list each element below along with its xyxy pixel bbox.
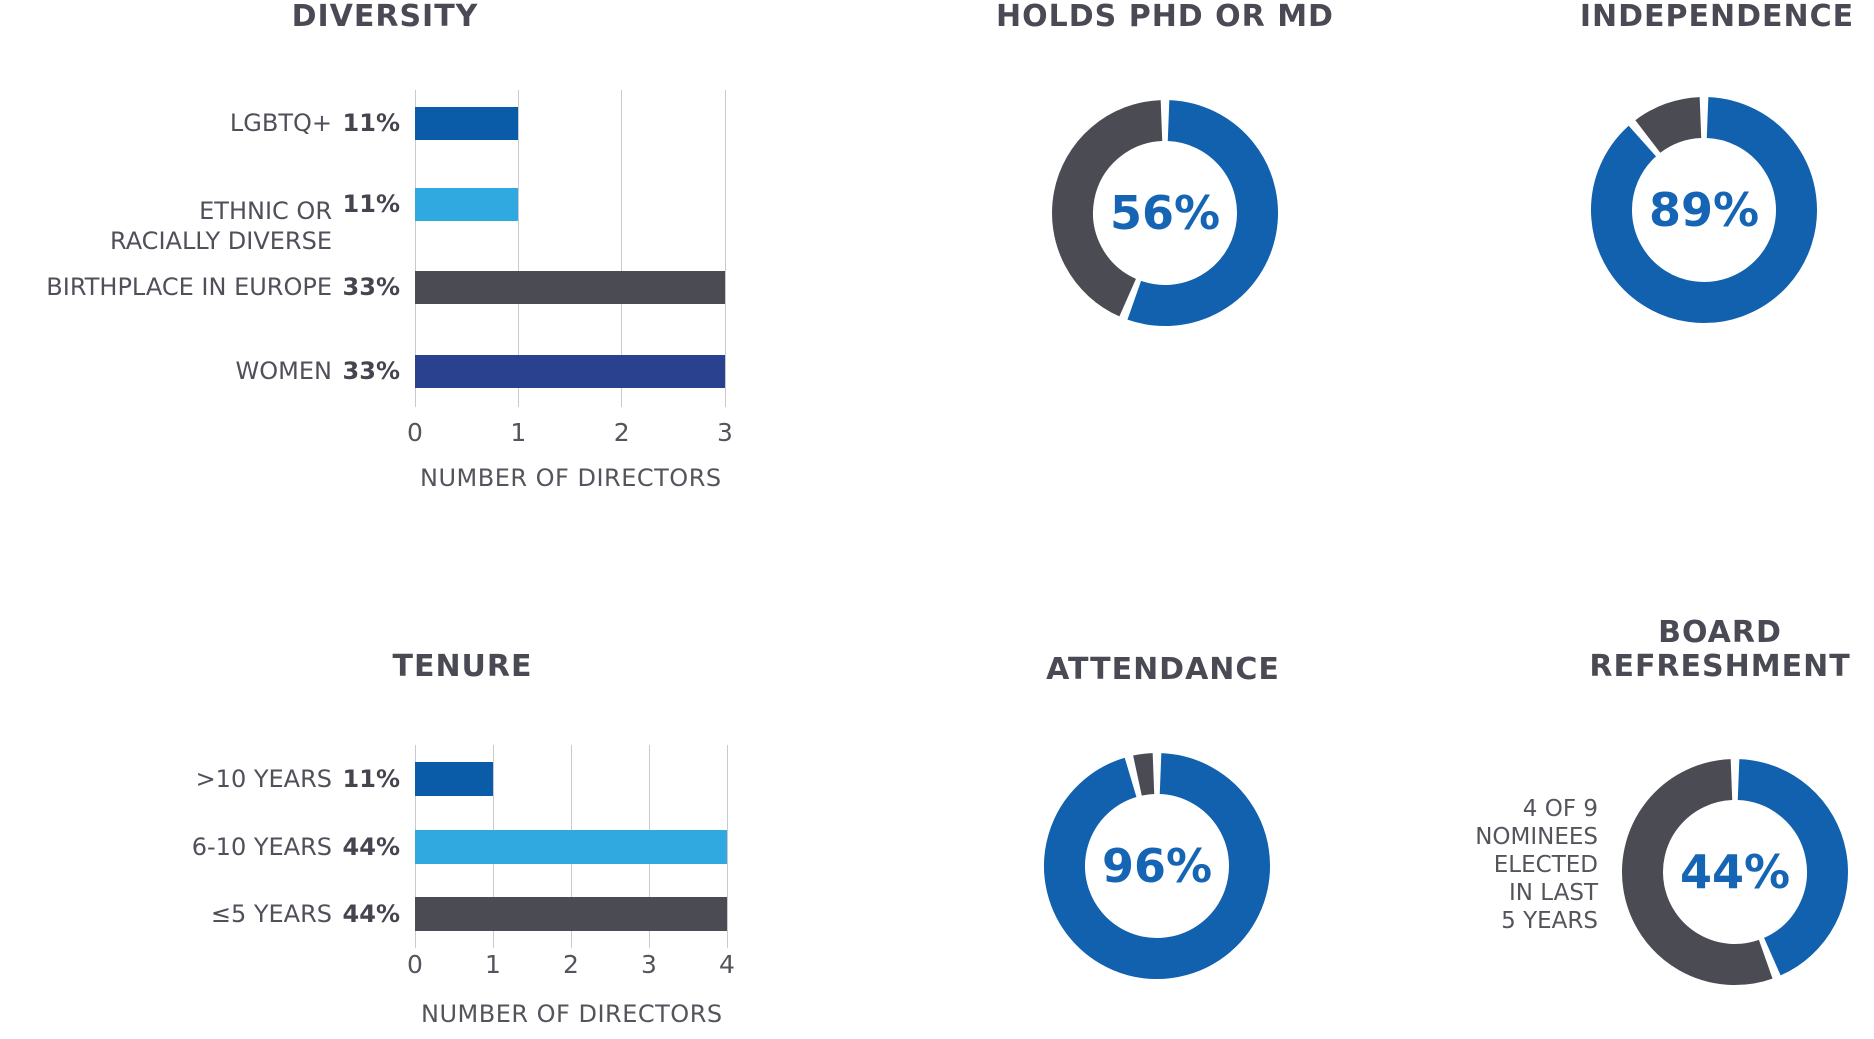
category-label: ETHNIC OR RACIALLY DIVERSE	[0, 196, 332, 256]
category-label: ≤5 YEARS	[0, 897, 332, 931]
attendance-donut	[1041, 750, 1273, 982]
value-percentage-label: 33%	[342, 273, 400, 301]
annotation-line-5: 5 YEARS	[1501, 908, 1598, 934]
donut-ring	[1622, 759, 1848, 985]
diversity-x-axis-title: NUMBER OF DIRECTORS	[420, 464, 722, 492]
tenure-x-axis-title: NUMBER OF DIRECTORS	[421, 1000, 723, 1028]
category-label: 6-10 YEARS	[0, 830, 332, 864]
donut-segment-filled	[1591, 97, 1817, 323]
category-label-line: ETHNIC OR	[199, 197, 332, 225]
independence-percentage: 89%	[1648, 183, 1760, 237]
gridline	[570, 745, 572, 948]
annotation-line-3: ELECTED	[1493, 852, 1598, 878]
category-label-line: RACIALLY DIVERSE	[109, 227, 332, 255]
x-axis-tick-label: 1	[485, 950, 501, 979]
category-label-line: BIRTHPLACE IN EUROPE	[46, 273, 332, 301]
donut-segment-remainder	[1133, 753, 1155, 796]
board-refreshment-donut	[1619, 756, 1851, 988]
x-axis-tick-label: 0	[407, 950, 423, 979]
attendance-percentage: 96%	[1101, 839, 1213, 893]
annotation-line-4: IN LAST	[1508, 880, 1598, 906]
x-axis-tick-label: 4	[719, 950, 735, 979]
donut-segment-filled	[1044, 753, 1270, 979]
value-percentage-label: 44%	[342, 833, 400, 861]
value-percentage-label: 33%	[342, 357, 400, 385]
category-label: >10 YEARS	[0, 762, 332, 796]
tenure-chart-title: TENURE	[392, 649, 533, 684]
value-percentage-label: 11%	[342, 765, 400, 793]
donut-ring	[1052, 100, 1278, 326]
category-label: WOMEN	[0, 355, 332, 388]
bar	[415, 897, 727, 931]
category-label-line: ≤5 YEARS	[210, 900, 332, 928]
x-axis-tick-label: 3	[641, 950, 657, 979]
board-refreshment-percentage: 44%	[1679, 845, 1791, 899]
gridline	[414, 90, 416, 407]
category-label-line: >10 YEARS	[195, 765, 332, 793]
attendance-chart-title: ATTENDANCE	[1046, 652, 1280, 687]
category-label-line: 6-10 YEARS	[191, 833, 332, 861]
board-refreshment-title-line-2: REFRESHMENT	[1589, 649, 1851, 684]
phd-md-chart-title: HOLDS PHD OR MD	[996, 0, 1334, 34]
x-axis-tick-label: 0	[407, 418, 423, 447]
value-percentage-label: 11%	[342, 190, 400, 218]
independence-donut	[1588, 94, 1820, 326]
category-label-line: WOMEN	[235, 357, 332, 385]
gridline	[414, 745, 416, 948]
donut-segment-filled	[1127, 100, 1278, 326]
board-refreshment-annotation: 4 OF 9 NOMINEES ELECTED IN LAST 5 YEARS	[1378, 795, 1598, 935]
gridline	[726, 745, 728, 948]
gridline	[648, 745, 650, 948]
gridline	[492, 745, 494, 948]
x-axis-tick-label: 3	[717, 418, 733, 447]
category-label: BIRTHPLACE IN EUROPE	[0, 271, 332, 304]
independence-chart-title: INDEPENDENCE	[1579, 0, 1855, 34]
bar	[415, 271, 725, 304]
x-axis-tick-label: 2	[563, 950, 579, 979]
category-label-line: LGBTQ+	[229, 109, 332, 137]
annotation-line-1: 4 OF 9	[1522, 796, 1598, 822]
x-axis-tick-label: 2	[613, 418, 630, 447]
value-percentage-label: 44%	[342, 900, 400, 928]
board-refreshment-chart-title: BOARD REFRESHMENT	[1566, 616, 1874, 684]
diversity-chart-title: DIVERSITY	[291, 0, 479, 34]
category-label: LGBTQ+	[0, 107, 332, 140]
donut-segment-remainder	[1052, 100, 1163, 317]
donut-ring	[1044, 753, 1270, 979]
donut-ring	[1591, 97, 1817, 323]
phd-md-donut	[1049, 97, 1281, 329]
board-refreshment-title-line-1: BOARD	[1658, 615, 1782, 650]
bar	[415, 107, 519, 140]
x-axis-tick-label: 1	[510, 418, 527, 447]
bar	[415, 830, 727, 864]
donut-segment-remainder	[1622, 759, 1773, 985]
bar	[415, 762, 493, 796]
gridline	[724, 90, 726, 407]
bar	[415, 188, 519, 221]
value-percentage-label: 11%	[342, 109, 400, 137]
gridline	[517, 90, 519, 407]
donut-segment-filled	[1737, 759, 1848, 976]
bar	[415, 355, 725, 388]
gridline	[621, 90, 623, 407]
donut-segment-remainder	[1635, 97, 1702, 154]
annotation-line-2: NOMINEES	[1475, 824, 1598, 850]
phd-md-percentage: 56%	[1109, 186, 1221, 240]
